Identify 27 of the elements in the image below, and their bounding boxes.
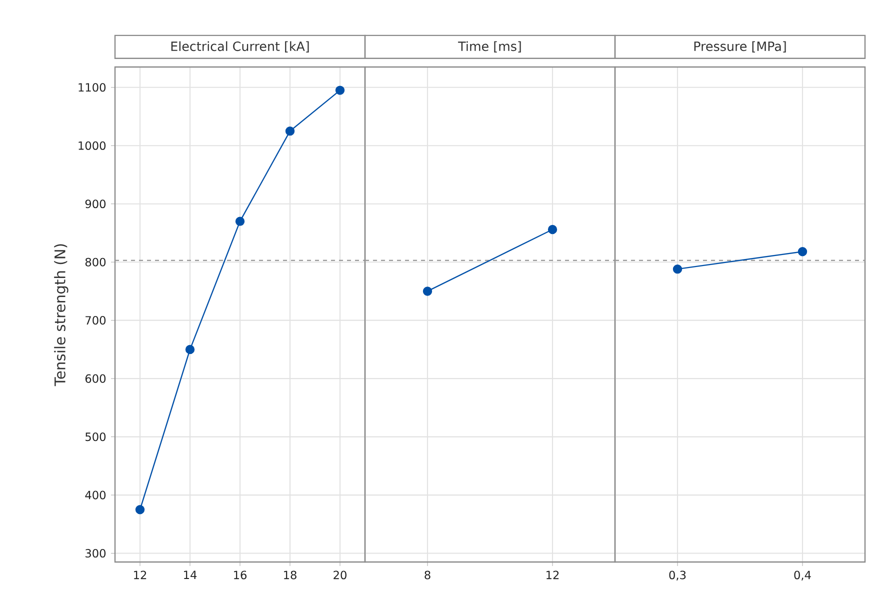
point [235,216,245,226]
x-tick-label: 0,3 [669,570,686,580]
x-tick-label: 8 [424,570,430,580]
y-tick-label: 500 [86,432,106,442]
x-tick-label: 12 [134,570,146,580]
y-tick-label: 1000 [78,141,106,150]
x-tick-label: 20 [334,570,346,580]
point [185,344,195,354]
x-tick-label: 14 [184,570,197,579]
point [135,504,145,514]
chart-title: Time [ms] [458,41,521,53]
y-tick-label: 400 [85,490,106,500]
chart-title: Pressure [MPa] [694,41,786,53]
x-tick-label: 16 [234,570,247,580]
point [335,86,345,95]
y-axis-title: Tensile strength (N) [54,244,68,386]
y-tick-label: 300 [86,548,106,558]
y-tick-label: 1100 [78,83,106,92]
point [285,126,295,136]
y-tick-label: 700 [86,316,106,325]
y-tick-label: 800 [85,258,106,266]
y-tick-label: 600 [85,374,106,383]
x-tick-label: 18 [284,570,296,580]
chart-title: Electrical Current [kA] [171,41,309,53]
x-tick-label: 12 [546,570,559,580]
y-tick-label: 900 [85,200,106,208]
x-tick-label: 0,4 [794,570,811,580]
